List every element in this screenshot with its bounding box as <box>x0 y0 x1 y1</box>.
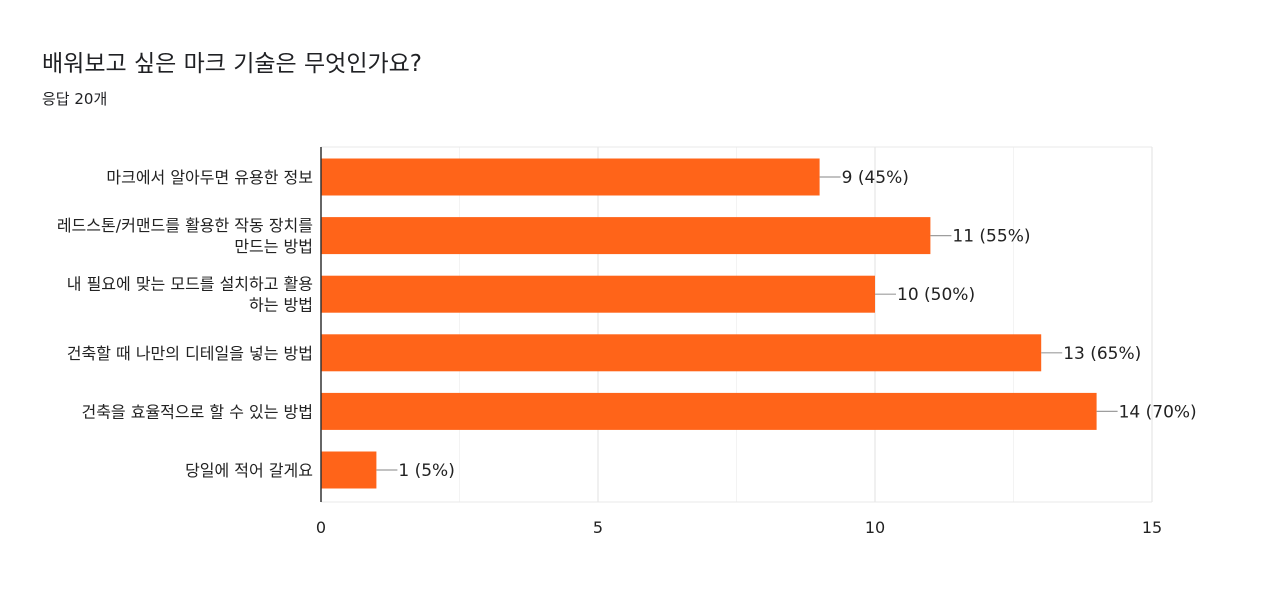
category-label-line: 건축할 때 나만의 디테일을 넣는 방법 <box>67 344 313 363</box>
data-label: 10 (50%) <box>897 285 975 305</box>
x-tick-label: 10 <box>865 518 885 537</box>
response-count: 응답 20개 <box>42 90 108 108</box>
data-label: 1 (5%) <box>398 461 454 481</box>
bar <box>321 158 820 196</box>
x-tick-label: 15 <box>1142 518 1162 537</box>
category-label-line: 건축을 효율적으로 할 수 있는 방법 <box>81 402 313 421</box>
category-label-line: 당일에 적어 갈게요 <box>185 461 313 480</box>
category-label: 건축할 때 나만의 디테일을 넣는 방법 <box>67 344 313 363</box>
category-label-line: 마크에서 알아두면 유용한 정보 <box>106 168 313 187</box>
bar <box>321 451 377 489</box>
category-label: 마크에서 알아두면 유용한 정보 <box>106 168 313 187</box>
category-label: 당일에 적어 갈게요 <box>185 461 313 480</box>
chart-title: 배워보고 싶은 마크 기술은 무엇인가요? <box>42 51 423 77</box>
category-label-line: 레드스톤/커맨드를 활용한 작동 장치를 <box>57 216 313 235</box>
x-tick-label: 5 <box>593 518 603 537</box>
bar <box>321 275 875 313</box>
category-label: 건축을 효율적으로 할 수 있는 방법 <box>81 402 313 421</box>
category-label-line: 만드는 방법 <box>234 237 313 256</box>
x-tick-label: 0 <box>316 518 326 537</box>
category-label-line: 하는 방법 <box>249 296 313 315</box>
bars <box>321 158 1118 489</box>
bar <box>321 392 1097 430</box>
bar <box>321 334 1042 372</box>
data-label: 9 (45%) <box>842 168 909 188</box>
data-label: 14 (70%) <box>1119 402 1197 422</box>
bar <box>321 217 931 255</box>
grid-lines <box>321 146 1153 503</box>
data-label: 11 (55%) <box>952 227 1030 247</box>
category-label-line: 내 필요에 맞는 모드를 설치하고 활용 <box>67 275 313 294</box>
data-label: 13 (65%) <box>1063 344 1141 364</box>
labels: 0 5 10 15 9 (45%) 마크에서 알아두면 유용한 정보 11 (55%) 레드스… <box>57 168 1197 537</box>
